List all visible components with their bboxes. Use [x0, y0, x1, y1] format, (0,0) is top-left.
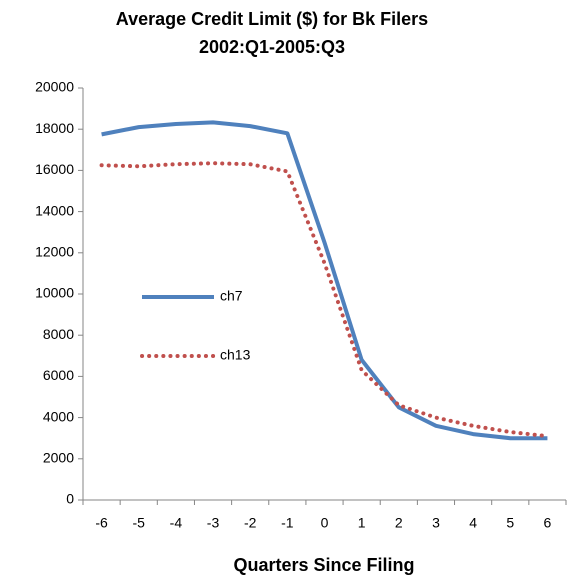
y-tick-label: 14000	[35, 202, 74, 218]
x-tick-label: -2	[244, 515, 257, 531]
chart-title: Average Credit Limit ($) for Bk Filers	[116, 9, 428, 29]
x-tick-label: 4	[469, 515, 477, 531]
x-tick-label: 5	[506, 515, 514, 531]
legend-label: ch7	[220, 288, 243, 304]
y-tick-label: 16000	[35, 161, 74, 177]
y-tick-label: 2000	[43, 450, 74, 466]
x-tick-label: 1	[358, 515, 366, 531]
x-tick-label: -6	[95, 515, 108, 531]
x-tick-label: 2	[395, 515, 403, 531]
x-tick-label: 6	[544, 515, 552, 531]
x-tick-label: 3	[432, 515, 440, 531]
y-tick-label: 12000	[35, 244, 74, 260]
data-line	[101, 120, 548, 441]
y-tick-label: 20000	[35, 79, 74, 95]
y-tick-label: 10000	[35, 285, 74, 301]
x-tick-label: 0	[321, 515, 329, 531]
data-line	[99, 161, 550, 439]
x-tick-label: -1	[281, 515, 294, 531]
y-tick-label: 0	[66, 491, 74, 507]
x-tick-label: -4	[170, 515, 183, 531]
x-tick-label: -5	[133, 515, 146, 531]
y-tick-label: 6000	[43, 367, 74, 383]
y-tick-label: 18000	[35, 120, 74, 136]
y-tick-label: 4000	[43, 408, 74, 424]
x-axis-label: Quarters Since Filing	[233, 555, 414, 575]
chart-subtitle: 2002:Q1-2005:Q3	[199, 37, 345, 57]
y-tick-label: 8000	[43, 326, 74, 342]
legend-label: ch13	[220, 347, 251, 363]
x-tick-label: -3	[207, 515, 220, 531]
